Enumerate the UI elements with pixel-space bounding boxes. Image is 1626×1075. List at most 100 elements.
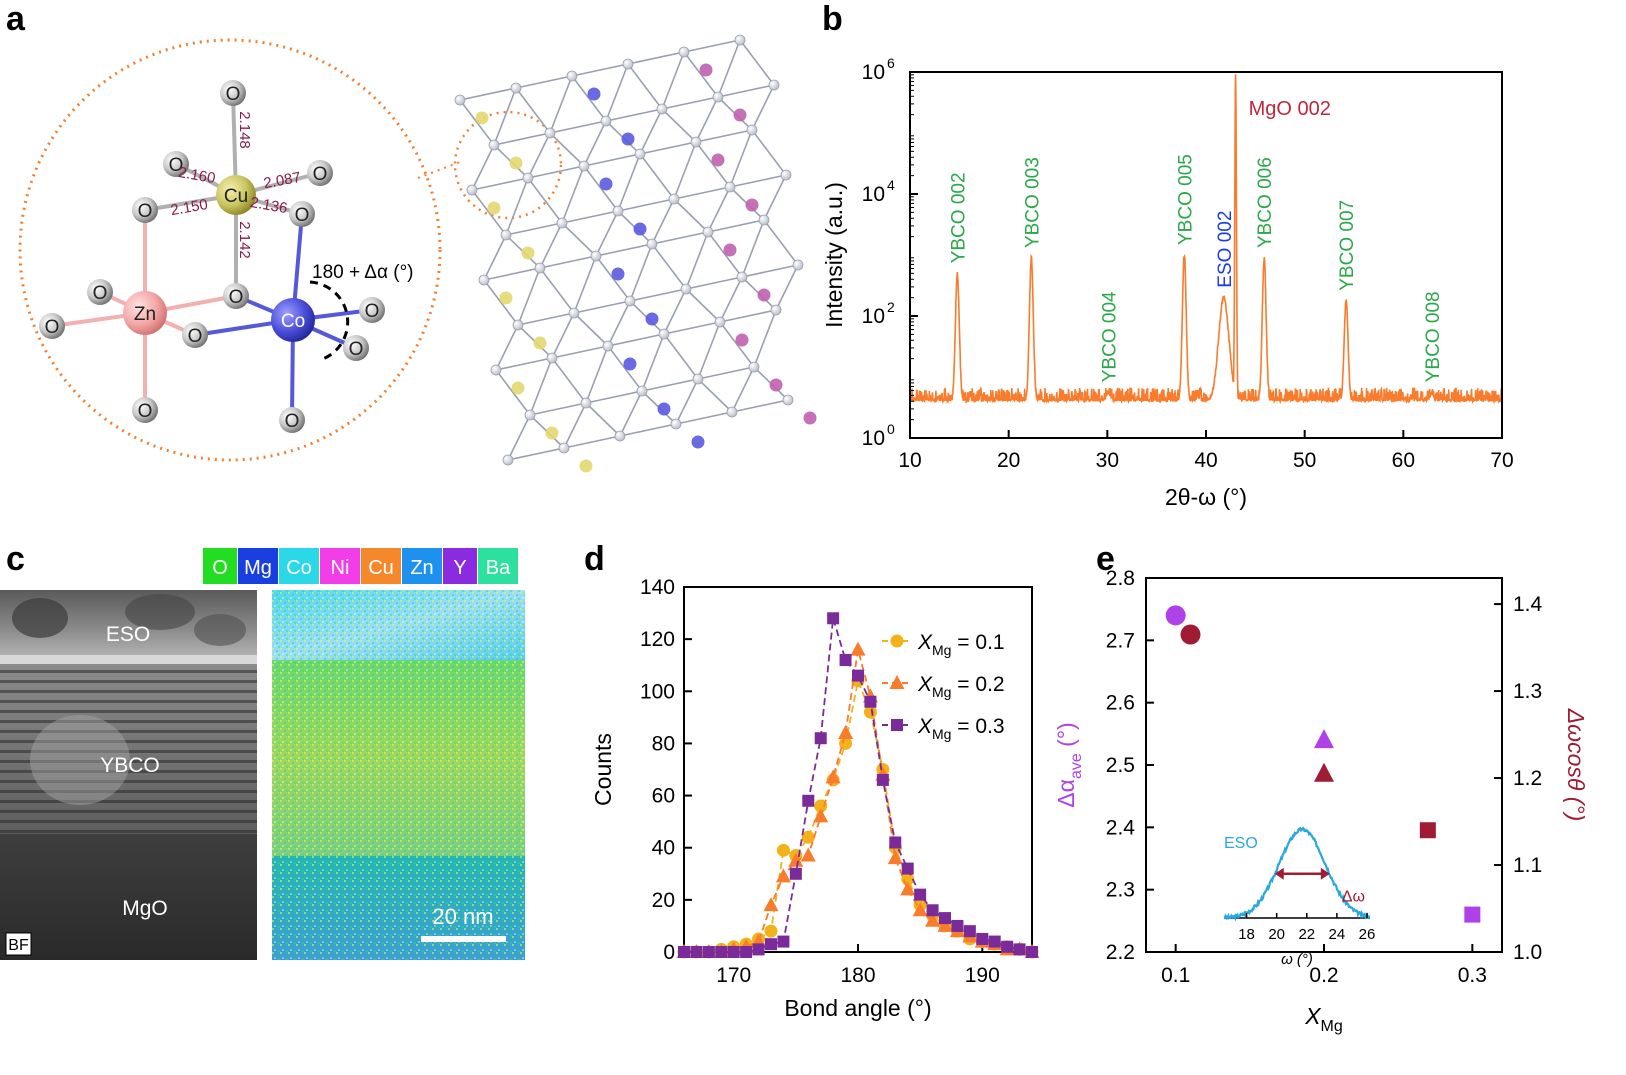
fwhm-arrowhead-right <box>1320 867 1330 880</box>
lattice-bond <box>685 231 709 290</box>
lattice-cation <box>545 426 559 440</box>
data-point <box>765 938 777 951</box>
data-point <box>763 897 779 912</box>
data-point <box>937 917 953 932</box>
oxygen-atom <box>132 397 158 423</box>
lattice-cation <box>691 435 705 449</box>
legend-label: XMg = 0.2 <box>917 673 1005 700</box>
data-point <box>887 850 903 865</box>
copper-label: Cu <box>224 186 248 207</box>
oxygen-label: O <box>93 283 108 304</box>
lattice-oxygen <box>568 307 580 319</box>
lattice-bond <box>697 378 733 413</box>
x-axis-label: XMg <box>1304 1003 1343 1035</box>
lattice-bond <box>571 75 607 122</box>
lattice-cation <box>723 243 737 257</box>
legend-label: Cu <box>368 557 394 579</box>
lattice-oxygen <box>490 364 502 376</box>
data-point <box>690 946 703 958</box>
data-point <box>827 612 840 625</box>
lattice-bond <box>695 129 753 143</box>
data-point <box>702 946 715 958</box>
y-tick-label: 40 <box>652 837 675 860</box>
data-point <box>852 669 864 682</box>
lattice-oxygen <box>614 430 626 442</box>
angle-label: 180 + Δα (°) <box>312 262 414 283</box>
lattice-cation <box>511 381 525 395</box>
lattice-bond <box>695 96 719 143</box>
data-point <box>1165 605 1186 626</box>
lattice-oxygen <box>546 352 558 364</box>
lattice-cation <box>733 108 747 122</box>
x-axis-sub: Mg <box>1321 1018 1343 1035</box>
lattice-bond <box>507 447 565 461</box>
legend-swatch-co <box>279 548 319 584</box>
data-point <box>890 634 904 648</box>
lattice-cation <box>599 177 613 191</box>
data-point <box>839 654 852 666</box>
lattice-bond <box>651 231 709 245</box>
lattice-bond <box>585 345 609 404</box>
x-tick-label: 60 <box>1392 449 1415 472</box>
angle-arc <box>309 280 350 362</box>
lattice-bond <box>607 333 665 347</box>
lattice-bond <box>663 321 721 335</box>
xrd-curve <box>909 74 1503 405</box>
lattice-oxygen <box>522 172 534 184</box>
lattice-bond <box>605 108 663 122</box>
lattice-oxygen <box>512 319 524 331</box>
lattice-bond <box>507 414 531 461</box>
bond-length-label: 2.142 <box>236 221 253 259</box>
data-point <box>1001 940 1014 953</box>
peak-label: MgO 002 <box>1249 98 1331 120</box>
legend-label: Ni <box>331 557 350 579</box>
legend-label: Ba <box>486 557 511 579</box>
lattice-bond <box>707 231 743 278</box>
y-tick-label-left: 2.4 <box>1106 816 1136 839</box>
lattice-oxygen <box>578 160 590 172</box>
lattice-oxygen <box>658 328 670 340</box>
lattice-bond <box>607 300 631 347</box>
lattice-oxygen <box>600 115 612 127</box>
oxygen-label: O <box>138 401 153 422</box>
lattice-bond <box>731 366 755 413</box>
bond-length-label: 2.087 <box>262 169 302 192</box>
data-point <box>914 888 927 901</box>
x-tick-label: 10 <box>898 449 921 472</box>
lattice-bond <box>753 309 777 368</box>
lattice-bond <box>641 333 665 392</box>
data-point <box>912 902 928 917</box>
lattice-oxygen <box>792 259 804 271</box>
peak-label: YBCO 004 <box>1099 291 1120 382</box>
data-point <box>814 799 828 813</box>
data-point <box>1026 946 1038 958</box>
data-point <box>939 912 951 925</box>
data-point <box>925 912 941 927</box>
lattice-cation <box>633 222 647 236</box>
lattice-bond <box>583 165 619 212</box>
y-tick-label: 10 <box>862 183 885 206</box>
lattice-bond <box>619 423 677 437</box>
y-tick-exponent: 6 <box>887 55 895 71</box>
bond-length-label: 2.150 <box>169 196 209 219</box>
lattice-bond <box>551 345 609 359</box>
x-tick-label: 50 <box>1293 449 1316 472</box>
legend-label: Co <box>286 557 312 579</box>
data-point <box>926 904 939 917</box>
bond-length-label: 2.148 <box>236 111 253 149</box>
legend-value: = 0.1 <box>951 631 1004 654</box>
y-axis-label: Intensity (a.u.) <box>821 182 847 328</box>
lattice-oxygen <box>726 406 738 418</box>
lattice-bond <box>493 87 517 146</box>
data-point <box>800 847 816 862</box>
data-point <box>764 924 778 938</box>
lattice-cation <box>645 312 659 326</box>
y-tick-exponent: 0 <box>887 421 895 437</box>
data-point <box>1314 762 1334 782</box>
data-point <box>789 867 802 880</box>
x-tick-label: 40 <box>1194 449 1217 472</box>
oxygen-atom <box>182 322 208 348</box>
x-axis-label: Bond angle (°) <box>784 995 931 1021</box>
lattice-cation <box>579 459 593 473</box>
lattice-bond <box>595 243 653 257</box>
